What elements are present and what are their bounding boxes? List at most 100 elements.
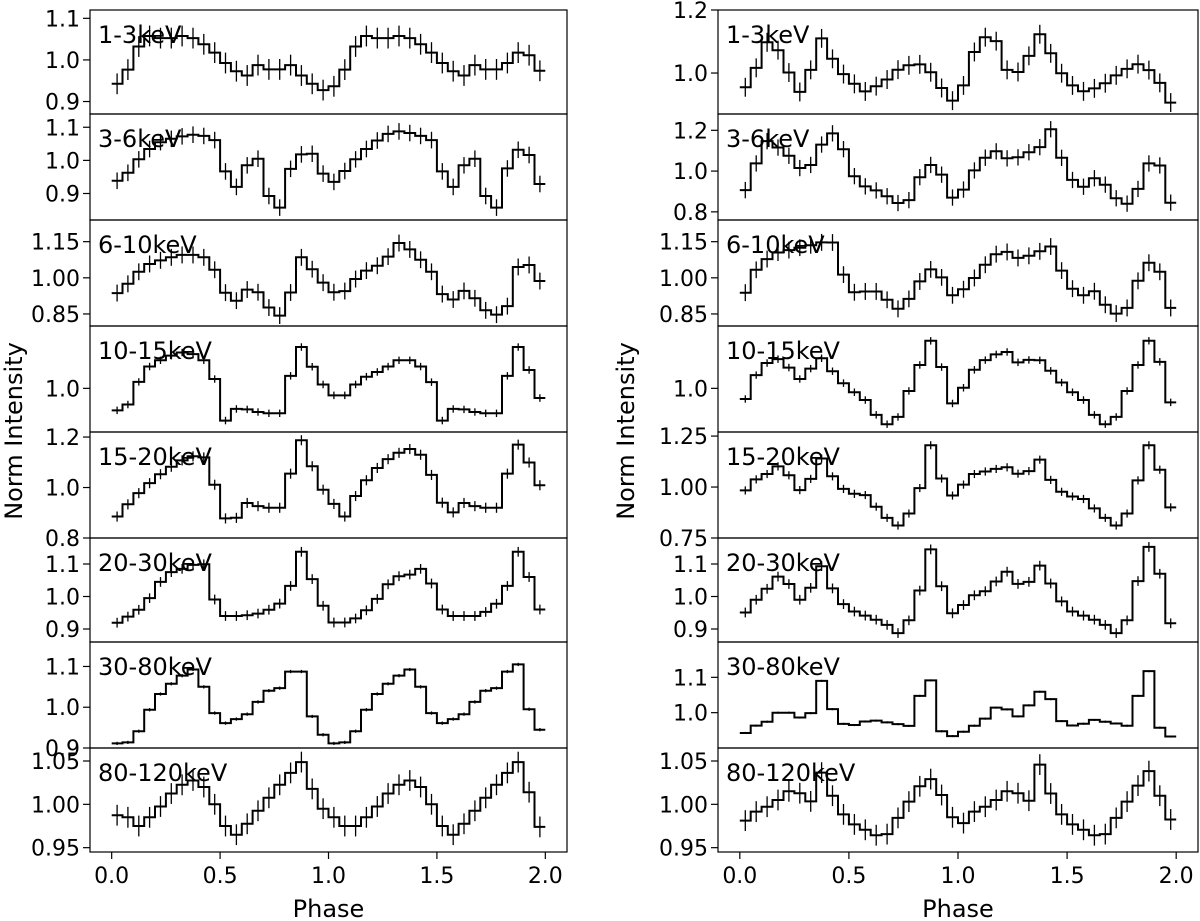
y-tick-label: 0.9 (45, 618, 80, 643)
y-tick-label: 1.15 (659, 231, 708, 256)
profile-step-line (111, 439, 546, 520)
panel-0-2: 0.85 1.00 1.15 6-10keV (31, 219, 568, 328)
y-tick-label: 1.0 (45, 586, 80, 611)
x-tick-label: 0.5 (203, 864, 238, 889)
panel-0-4: 0.8 1.0 1.2 15-20keV (45, 426, 568, 552)
y-tick-label: 1.0 (673, 62, 708, 87)
y-tick-label: 1.0 (45, 49, 80, 74)
x-tick-label: 1.0 (941, 864, 976, 889)
y-tick-label: 1.1 (45, 7, 80, 32)
y-tick-label: 1.0 (45, 477, 80, 502)
y-tick-label: 0.8 (45, 527, 80, 552)
y-tick-label: 0.9 (45, 183, 80, 208)
y-axis-label: Norm Intensity (612, 342, 640, 520)
y-tick-label: 1.0 (673, 377, 708, 402)
profile-step-line (739, 545, 1177, 635)
profile-step-line (739, 128, 1177, 205)
energy-band-label: 10-15keV (98, 337, 213, 365)
energy-band-label: 15-20keV (98, 443, 213, 471)
y-tick-label: 1.0 (673, 586, 708, 611)
panel-1-3: 1.0 10-15keV (673, 325, 1199, 433)
y-tick-label: 1.05 (659, 750, 708, 775)
profile-step-line (111, 242, 546, 317)
y-tick-label: 1.0 (45, 377, 80, 402)
panel-0-7: 0.95 1.00 1.05 80-120keV (31, 747, 568, 862)
x-tick-label: 1.5 (1050, 864, 1085, 889)
y-tick-label: 0.9 (673, 618, 708, 643)
x-tick-label: 2.0 (1159, 864, 1194, 889)
y-tick-label: 0.85 (659, 303, 708, 328)
data-layer (739, 233, 1177, 322)
profile-step-line (739, 33, 1177, 104)
energy-band-label: 80-120keV (98, 759, 228, 787)
panel-1-6: 1.0 1.1 30-80keV (673, 641, 1199, 749)
panel-1-5: 0.9 1.0 1.1 20-30keV (673, 537, 1199, 643)
data-layer (739, 24, 1177, 112)
y-tick-label: 1.15 (31, 231, 80, 256)
energy-band-label: 20-30keV (98, 549, 213, 577)
y-tick-label: 1.0 (673, 702, 708, 727)
panel-1-7: 0.95 1.00 1.05 80-120keV (659, 747, 1199, 862)
y-tick-label: 0.75 (659, 527, 708, 552)
x-tick-label: 0.0 (94, 864, 129, 889)
energy-band-label: 1-3keV (98, 21, 182, 49)
y-tick-label: 1.00 (31, 793, 80, 818)
energy-band-label: 6-10keV (98, 231, 197, 259)
data-layer (739, 754, 1177, 846)
x-tick-label: 0.5 (831, 864, 866, 889)
data-layer (111, 751, 546, 846)
profile-step-line (111, 35, 546, 92)
energy-band-label: 10-15keV (726, 337, 841, 365)
y-tick-label: 1.2 (673, 119, 708, 144)
energy-band-label: 15-20keV (726, 443, 841, 471)
y-tick-label: 1.0 (45, 696, 80, 721)
y-tick-label: 0.85 (31, 303, 80, 328)
data-layer (111, 435, 546, 524)
left-column: 0.9 1.0 1.1 1-3keV 0.9 1.0 1.1 3-6keV 0.85 1.00 1.… (0, 7, 568, 921)
y-tick-label: 1.00 (31, 267, 80, 292)
right-column: 1.0 1.2 1-3keV 0.8 1.0 1.2 3-6keV 0.85 1.00 1.15 6… (612, 0, 1199, 921)
profile-step-line (739, 670, 1177, 738)
energy-band-label: 30-80keV (98, 653, 213, 681)
data-layer (739, 670, 1177, 738)
x-tick-label: 0.0 (722, 864, 757, 889)
data-layer (111, 234, 546, 324)
y-tick-label: 0.9 (45, 737, 80, 762)
profile-step-line (111, 761, 546, 836)
energy-band-label: 1-3keV (726, 21, 810, 49)
profile-step-line (739, 241, 1177, 315)
energy-band-label: 3-6keV (726, 125, 810, 153)
panel-0-3: 1.0 10-15keV (45, 325, 568, 433)
y-tick-label: 0.95 (31, 837, 80, 862)
panel-0-0: 0.9 1.0 1.1 1-3keV (45, 7, 568, 116)
x-axis-label: Phase (922, 895, 994, 921)
profile-step-line (739, 763, 1177, 837)
panel-1-4: 0.75 1.00 1.25 15-20keV (659, 425, 1199, 552)
profile-step-line (111, 663, 546, 745)
data-layer (739, 441, 1177, 530)
energy-band-label: 20-30keV (726, 549, 841, 577)
y-tick-label: 1.1 (673, 553, 708, 578)
data-layer (111, 343, 546, 425)
x-tick-label: 1.5 (419, 864, 454, 889)
data-layer (111, 546, 546, 628)
data-layer (111, 123, 546, 216)
panel-0-5: 0.9 1.0 1.1 20-30keV (45, 537, 568, 643)
y-tick-label: 1.25 (659, 425, 708, 450)
data-layer (739, 337, 1177, 428)
y-tick-label: 1.2 (673, 0, 708, 24)
data-layer (739, 121, 1177, 212)
y-tick-label: 0.95 (659, 837, 708, 862)
y-tick-label: 1.00 (659, 267, 708, 292)
profile-step-line (739, 444, 1177, 527)
energy-band-label: 30-80keV (726, 653, 841, 681)
panel-0-1: 0.9 1.0 1.1 3-6keV (45, 113, 568, 221)
x-tick-label: 2.0 (528, 864, 563, 889)
x-axis-label: Phase (293, 895, 365, 921)
profile-step-line (111, 130, 546, 209)
y-tick-label: 1.2 (45, 426, 80, 451)
y-axis-label: Norm Intensity (0, 342, 28, 520)
y-tick-label: 1.0 (673, 160, 708, 185)
y-tick-label: 1.05 (31, 750, 80, 775)
data-layer (111, 662, 546, 745)
